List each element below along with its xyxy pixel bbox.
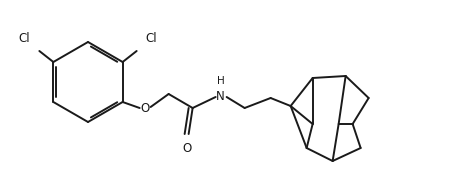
Text: O: O — [140, 102, 149, 115]
Text: Cl: Cl — [146, 32, 157, 45]
Text: O: O — [182, 142, 191, 155]
Text: Cl: Cl — [19, 32, 30, 45]
Text: H: H — [217, 76, 225, 86]
Text: N: N — [216, 89, 225, 102]
